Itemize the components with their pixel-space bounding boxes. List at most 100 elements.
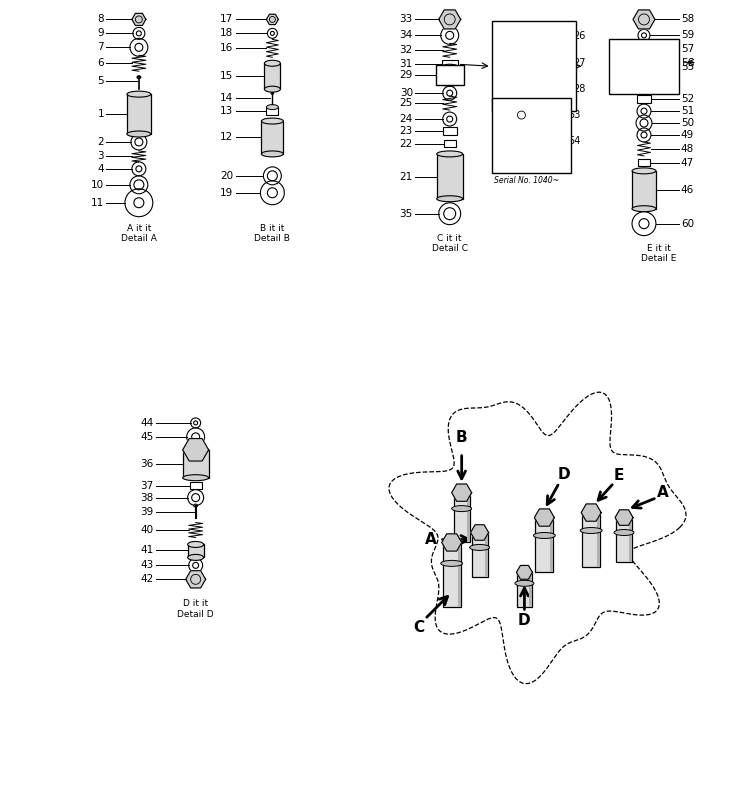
Text: 38: 38 bbox=[141, 492, 154, 503]
Text: 46: 46 bbox=[681, 185, 694, 195]
Bar bbox=[632, 171, 656, 209]
Bar bbox=[638, 160, 650, 166]
Ellipse shape bbox=[437, 196, 463, 202]
Text: 20: 20 bbox=[220, 171, 234, 181]
Text: 50: 50 bbox=[681, 118, 694, 128]
Bar bbox=[454, 492, 469, 543]
Bar bbox=[522, 33, 531, 40]
Text: 52: 52 bbox=[681, 94, 694, 104]
Polygon shape bbox=[513, 109, 530, 122]
Bar bbox=[609, 39, 679, 94]
Text: 3: 3 bbox=[97, 151, 104, 161]
Text: 11: 11 bbox=[91, 198, 104, 207]
Bar bbox=[466, 492, 469, 543]
Polygon shape bbox=[183, 439, 208, 461]
Text: 57: 57 bbox=[681, 45, 694, 54]
Text: Serial No. 1040~: Serial No. 1040~ bbox=[493, 176, 559, 185]
Bar bbox=[443, 127, 457, 135]
Text: 51: 51 bbox=[681, 106, 694, 116]
Text: 36: 36 bbox=[141, 459, 154, 468]
Text: 60: 60 bbox=[681, 219, 694, 229]
Polygon shape bbox=[186, 571, 205, 588]
Polygon shape bbox=[471, 525, 489, 540]
Text: 43: 43 bbox=[141, 560, 154, 571]
Ellipse shape bbox=[261, 118, 283, 124]
Bar bbox=[484, 532, 487, 577]
Text: A: A bbox=[657, 485, 669, 500]
Text: 40: 40 bbox=[141, 524, 154, 535]
Text: 47: 47 bbox=[681, 158, 694, 168]
Bar bbox=[492, 22, 577, 111]
Text: 8: 8 bbox=[97, 14, 104, 25]
Polygon shape bbox=[534, 509, 554, 526]
Bar bbox=[127, 94, 151, 134]
Text: 1: 1 bbox=[97, 109, 104, 119]
Bar bbox=[551, 518, 554, 572]
Ellipse shape bbox=[183, 475, 208, 480]
Text: A it it
Detail A: A it it Detail A bbox=[121, 223, 157, 243]
Text: Serial No. 1040~: Serial No. 1040~ bbox=[493, 114, 559, 123]
Polygon shape bbox=[452, 484, 472, 501]
Text: D: D bbox=[518, 613, 530, 628]
Text: 33: 33 bbox=[400, 14, 413, 25]
Ellipse shape bbox=[580, 527, 602, 534]
Bar bbox=[437, 154, 463, 199]
Text: D: D bbox=[558, 467, 571, 482]
Bar bbox=[529, 572, 532, 607]
Text: 55: 55 bbox=[681, 62, 694, 73]
Polygon shape bbox=[615, 510, 633, 525]
Text: 53: 53 bbox=[568, 110, 580, 120]
Text: 28: 28 bbox=[573, 84, 586, 94]
Text: 58: 58 bbox=[681, 14, 694, 25]
Text: 45: 45 bbox=[141, 432, 154, 442]
Ellipse shape bbox=[469, 544, 490, 551]
Ellipse shape bbox=[632, 168, 656, 174]
Text: 14: 14 bbox=[220, 93, 234, 103]
Bar bbox=[583, 512, 600, 567]
Text: 41: 41 bbox=[141, 545, 154, 555]
Bar bbox=[637, 95, 651, 103]
Text: 42: 42 bbox=[141, 575, 154, 584]
Text: 37: 37 bbox=[141, 480, 154, 491]
Polygon shape bbox=[442, 534, 462, 551]
Text: 48: 48 bbox=[681, 144, 694, 154]
Text: 56: 56 bbox=[681, 58, 694, 69]
Ellipse shape bbox=[187, 555, 204, 560]
Ellipse shape bbox=[127, 131, 151, 137]
Text: 26: 26 bbox=[573, 31, 586, 41]
Text: 23: 23 bbox=[400, 126, 413, 136]
Bar bbox=[517, 572, 532, 607]
Ellipse shape bbox=[632, 206, 656, 211]
Ellipse shape bbox=[137, 76, 141, 79]
Text: 21: 21 bbox=[400, 172, 413, 182]
Bar bbox=[443, 543, 461, 607]
Text: 13: 13 bbox=[220, 106, 234, 116]
Ellipse shape bbox=[261, 151, 283, 157]
Polygon shape bbox=[581, 504, 601, 521]
Ellipse shape bbox=[187, 542, 204, 547]
Text: 5: 5 bbox=[97, 76, 104, 86]
Text: 17: 17 bbox=[220, 14, 234, 25]
Bar bbox=[458, 543, 461, 607]
Text: 16: 16 bbox=[220, 43, 234, 53]
Bar bbox=[440, 67, 458, 83]
Text: A: A bbox=[425, 532, 437, 547]
Text: 4: 4 bbox=[97, 164, 104, 174]
Ellipse shape bbox=[264, 61, 280, 66]
Bar bbox=[436, 65, 464, 85]
Bar bbox=[629, 518, 632, 563]
Ellipse shape bbox=[452, 506, 472, 512]
Bar bbox=[536, 518, 554, 572]
Text: 59: 59 bbox=[681, 30, 694, 41]
Text: 31: 31 bbox=[400, 59, 413, 69]
Text: E: E bbox=[614, 468, 624, 484]
Text: 32: 32 bbox=[400, 45, 413, 55]
Bar bbox=[442, 61, 458, 69]
Text: 25: 25 bbox=[400, 98, 413, 108]
Text: B: B bbox=[456, 430, 467, 444]
Text: 19: 19 bbox=[220, 188, 234, 198]
Bar bbox=[261, 121, 283, 154]
Bar bbox=[597, 512, 600, 567]
Text: 22: 22 bbox=[400, 139, 413, 149]
Ellipse shape bbox=[614, 530, 634, 535]
